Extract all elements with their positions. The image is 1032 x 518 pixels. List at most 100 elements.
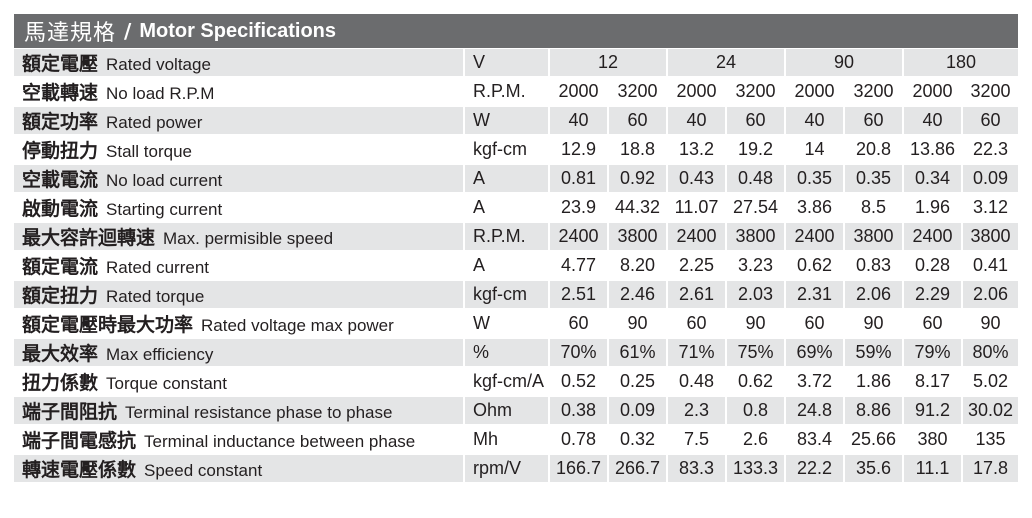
value-cell: 0.35	[784, 165, 843, 194]
title-zh: 馬達規格	[24, 21, 117, 46]
value-cell: 20.8	[843, 136, 902, 165]
voltage-cell: 90	[784, 49, 902, 78]
value-cell: 22.3	[961, 136, 1019, 165]
table-row-rated-voltage: 額定電壓 Rated voltage V 12 24 90 180	[14, 49, 1019, 78]
value-cell: 380	[902, 426, 961, 455]
value-cell: 2000	[902, 78, 961, 107]
value-cell: 2400	[902, 223, 961, 252]
value-cell: 0.62	[725, 368, 784, 397]
value-cell: 75%	[725, 339, 784, 368]
value-cell: 2.25	[666, 252, 725, 281]
table-row: 啟動電流 Starting current A 23.9 44.32 11.07 27.54…	[14, 194, 1019, 223]
table-row: 額定功率 Rated power W 40 60 40 60 40 60 40 60	[14, 107, 1019, 136]
value-cell: 22.2	[784, 455, 843, 484]
value-cell: 4.77	[548, 252, 607, 281]
row-label-zh: 最大效率	[22, 343, 99, 365]
row-label-zh: 扭力係數	[22, 372, 99, 394]
value-cell: 3800	[725, 223, 784, 252]
value-cell: 61%	[607, 339, 666, 368]
row-label: 額定電壓時最大功率 Rated voltage max power	[14, 310, 463, 339]
value-cell: 0.48	[725, 165, 784, 194]
value-cell: 0.78	[548, 426, 607, 455]
value-cell: 2.06	[961, 281, 1019, 310]
value-cell: 30.02	[961, 397, 1019, 426]
value-cell: 3800	[961, 223, 1019, 252]
table-row: 額定電流 Rated current A 4.77 8.20 2.25 3.23 0.62 0.…	[14, 252, 1019, 281]
value-cell: 0.43	[666, 165, 725, 194]
value-cell: 79%	[902, 339, 961, 368]
table-header-bar: 馬達規格 / Motor Specifications	[14, 14, 1018, 48]
value-cell: 0.09	[961, 165, 1019, 194]
row-unit: Mh	[463, 426, 548, 455]
value-cell: 2.03	[725, 281, 784, 310]
row-label-en: Rated voltage	[106, 55, 211, 74]
table-row: 扭力係數 Torque constant kgf-cm/A 0.52 0.25 0.48 0…	[14, 368, 1019, 397]
value-cell: 60	[784, 310, 843, 339]
value-cell: 2400	[784, 223, 843, 252]
value-cell: 3.23	[725, 252, 784, 281]
row-unit: W	[463, 107, 548, 136]
value-cell: 135	[961, 426, 1019, 455]
value-cell: 166.7	[548, 455, 607, 484]
value-cell: 3800	[607, 223, 666, 252]
table-row: 端子間電感抗 Terminal inductance between phase M…	[14, 426, 1019, 455]
value-cell: 2000	[784, 78, 843, 107]
row-label: 最大容許迴轉速 Max. permisible speed	[14, 223, 463, 252]
value-cell: 40	[666, 107, 725, 136]
value-cell: 18.8	[607, 136, 666, 165]
value-cell: 60	[607, 107, 666, 136]
value-cell: 83.4	[784, 426, 843, 455]
table-row: 空載轉速 No load R.P.M R.P.M. 2000 3200 2000 3200 2…	[14, 78, 1019, 107]
row-label: 空載轉速 No load R.P.M	[14, 78, 463, 107]
row-label-en: No load current	[106, 171, 223, 190]
row-label-en: Rated voltage max power	[201, 316, 394, 335]
value-cell: 2000	[548, 78, 607, 107]
value-cell: 0.92	[607, 165, 666, 194]
value-cell: 5.02	[961, 368, 1019, 397]
value-cell: 3200	[607, 78, 666, 107]
row-label-en: Starting current	[106, 200, 223, 219]
row-label-zh: 額定電壓	[22, 53, 99, 75]
row-label: 端子間電感抗 Terminal inductance between phase	[14, 426, 463, 455]
value-cell: 11.1	[902, 455, 961, 484]
value-cell: 40	[784, 107, 843, 136]
value-cell: 60	[902, 310, 961, 339]
value-cell: 69%	[784, 339, 843, 368]
value-cell: 60	[843, 107, 902, 136]
value-cell: 91.2	[902, 397, 961, 426]
value-cell: 2400	[666, 223, 725, 252]
value-cell: 0.34	[902, 165, 961, 194]
row-unit: kgf-cm	[463, 281, 548, 310]
value-cell: 60	[725, 107, 784, 136]
row-unit: A	[463, 252, 548, 281]
row-label-en: Rated current	[106, 258, 210, 277]
value-cell: 0.09	[607, 397, 666, 426]
value-cell: 24.8	[784, 397, 843, 426]
value-cell: 12.9	[548, 136, 607, 165]
row-label-zh: 空載轉速	[22, 82, 99, 104]
title-en: Motor Specifications	[139, 19, 337, 42]
value-cell: 0.81	[548, 165, 607, 194]
value-cell: 35.6	[843, 455, 902, 484]
value-cell: 40	[548, 107, 607, 136]
row-unit: W	[463, 310, 548, 339]
row-label-en: Max. permisible speed	[163, 229, 334, 248]
value-cell: 133.3	[725, 455, 784, 484]
value-cell: 71%	[666, 339, 725, 368]
row-label-zh: 額定功率	[22, 111, 99, 133]
row-label: 轉速電壓係數 Speed constant	[14, 455, 463, 484]
row-label-zh: 轉速電壓係數	[22, 459, 137, 481]
value-cell: 11.07	[666, 194, 725, 223]
row-label: 空載電流 No load current	[14, 165, 463, 194]
value-cell: 90	[961, 310, 1019, 339]
row-label-zh: 端子間阻抗	[22, 401, 118, 423]
row-label-zh: 額定扭力	[22, 285, 99, 307]
value-cell: 0.32	[607, 426, 666, 455]
value-cell: 3200	[961, 78, 1019, 107]
row-label-zh: 額定電流	[22, 256, 99, 278]
value-cell: 266.7	[607, 455, 666, 484]
row-unit: kgf-cm	[463, 136, 548, 165]
row-label: 端子間阻抗 Terminal resistance phase to phase	[14, 397, 463, 426]
value-cell: 0.41	[961, 252, 1019, 281]
